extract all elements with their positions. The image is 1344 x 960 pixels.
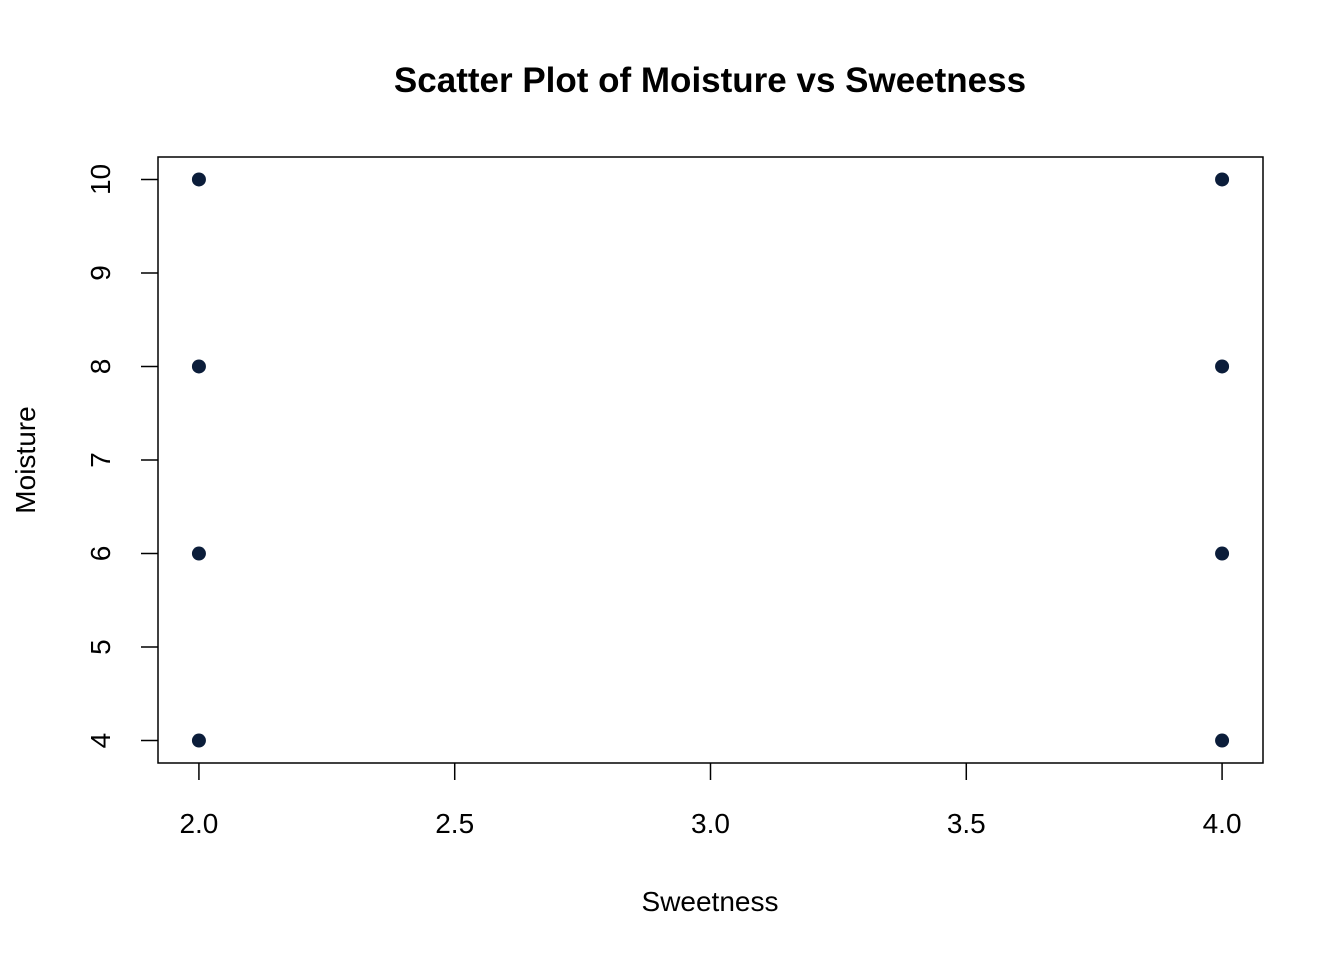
y-tick-label: 7	[85, 452, 116, 468]
point	[1215, 172, 1230, 187]
x-tick-label: 3.0	[691, 808, 730, 839]
y-tick-label: 5	[85, 639, 116, 655]
y-axis-label: Moisture	[10, 406, 41, 513]
point	[1215, 733, 1230, 748]
plot-box	[157, 156, 1264, 764]
point	[1215, 359, 1230, 374]
point	[191, 172, 206, 187]
point	[191, 546, 206, 561]
x-axis-label: Sweetness	[642, 886, 779, 917]
y-tick-label: 8	[85, 359, 116, 375]
chart-title: Scatter Plot of Moisture vs Sweetness	[394, 61, 1026, 100]
y-tick-label: 6	[85, 546, 116, 562]
y-tick-label: 10	[85, 164, 116, 195]
point	[191, 359, 206, 374]
point	[1215, 546, 1230, 561]
x-tick-label: 3.5	[947, 808, 986, 839]
x-tick-label: 4.0	[1203, 808, 1242, 839]
x-tick-label: 2.5	[435, 808, 474, 839]
point	[191, 733, 206, 748]
y-tick-label: 9	[85, 265, 116, 281]
x-tick-label: 2.0	[179, 808, 218, 839]
y-tick-label: 4	[85, 733, 116, 749]
